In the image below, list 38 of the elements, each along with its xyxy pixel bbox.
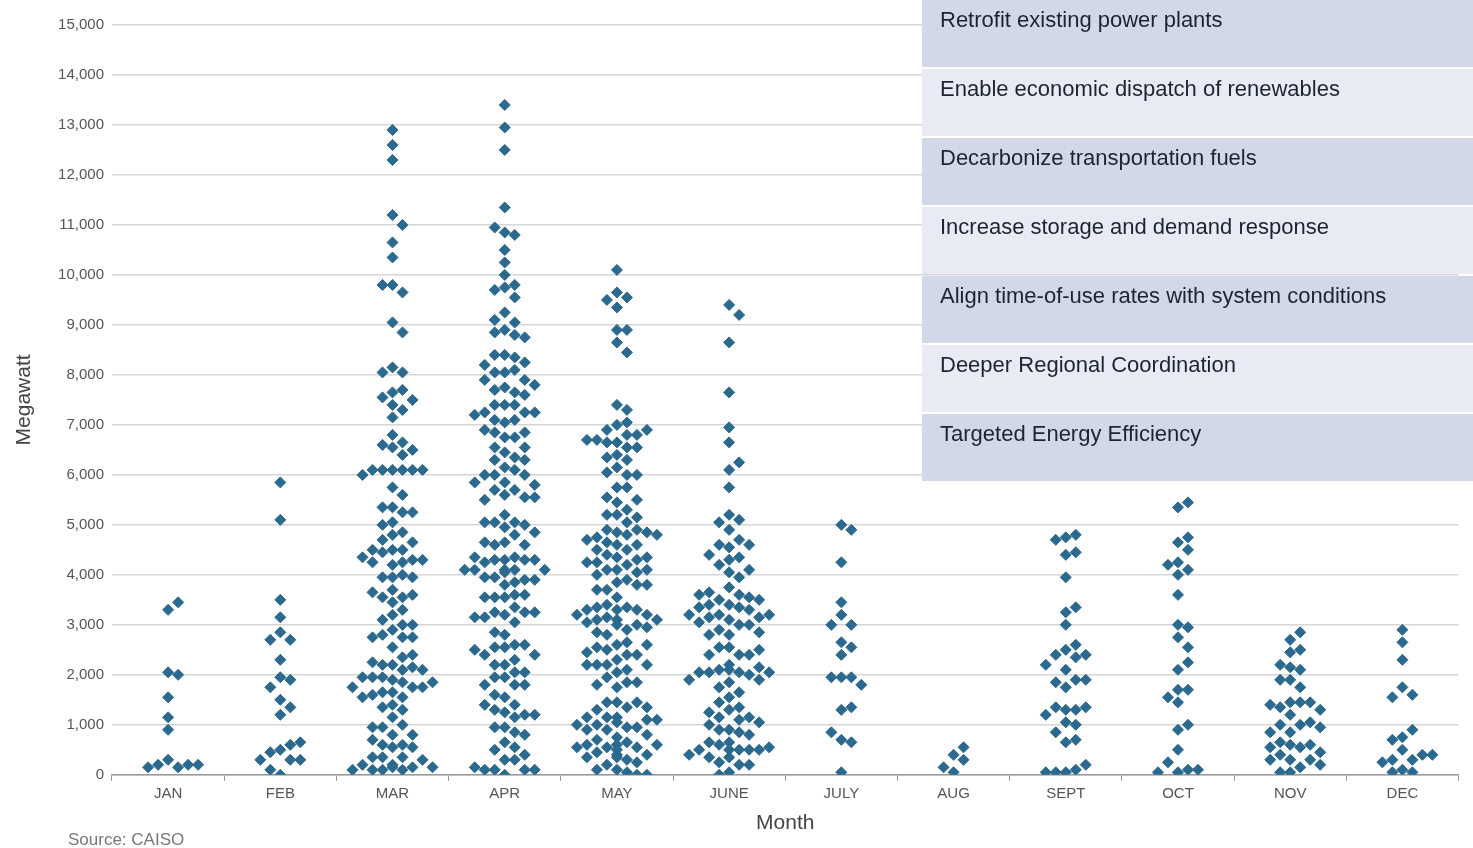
y-tick-label: 9,000 xyxy=(66,315,104,333)
y-tick-label: 2,000 xyxy=(66,664,104,682)
y-tick-label: 12,000 xyxy=(58,165,104,183)
y-tick-label: 11,000 xyxy=(59,215,104,233)
y-axis-title: Megawatt xyxy=(11,354,35,446)
y-tick-label: 3,000 xyxy=(66,614,104,632)
annotation: Increase storage and demand response xyxy=(922,207,1473,274)
y-tick-label: 5,000 xyxy=(66,515,104,533)
annotation: Retrofit existing power plants xyxy=(922,0,1473,67)
x-tick-label: NOV xyxy=(1273,783,1307,801)
y-tick-label: 0 xyxy=(95,764,104,782)
x-tick-label: MAY xyxy=(601,783,633,801)
x-tick-label: APR xyxy=(489,783,521,801)
x-tick-label: SEPT xyxy=(1046,783,1086,801)
x-tick-label: JAN xyxy=(153,783,183,801)
x-tick-label: FEB xyxy=(265,783,295,801)
y-tick-label: 10,000 xyxy=(58,265,104,283)
x-tick-label: OCT xyxy=(1162,783,1194,801)
x-tick-label: JULY xyxy=(823,783,860,801)
y-tick-label: 1,000 xyxy=(66,714,104,732)
x-tick-label: MAR xyxy=(375,783,410,801)
y-tick-label: 7,000 xyxy=(66,415,104,433)
annotation: Deeper Regional Coordination xyxy=(922,345,1473,412)
annotation: Align time-of-use rates with system conditions xyxy=(922,276,1473,343)
y-tick-label: 8,000 xyxy=(66,365,104,383)
y-tick-label: 15,000 xyxy=(58,15,104,33)
y-tick-label: 4,000 xyxy=(66,564,104,582)
y-tick-label: 6,000 xyxy=(66,465,104,483)
x-axis-title: Month xyxy=(756,810,815,834)
annotation: Enable economic dispatch of renewables xyxy=(922,69,1473,136)
annotation: Targeted Energy Efficiency xyxy=(922,414,1473,481)
annotation: Decarbonize transportation fuels xyxy=(922,138,1473,205)
y-tick-label: 13,000 xyxy=(58,115,104,133)
x-tick-label: JUNE xyxy=(709,783,749,801)
x-tick-label: AUG xyxy=(937,783,970,801)
y-tick-label: 14,000 xyxy=(58,65,104,83)
x-tick-label: DEC xyxy=(1386,783,1419,801)
source-note: Source: CAISO xyxy=(68,830,185,848)
